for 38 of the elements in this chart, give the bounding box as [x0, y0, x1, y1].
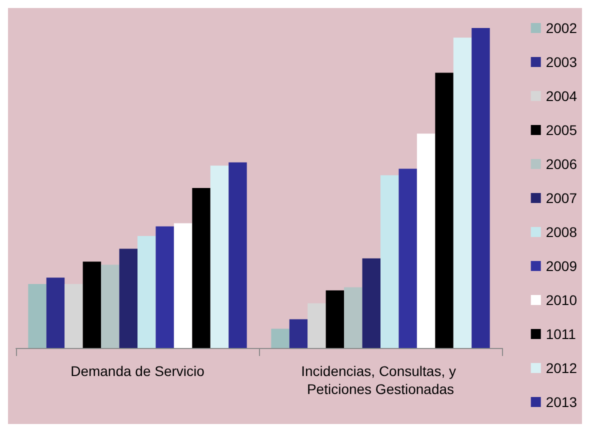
legend-label: 2010: [546, 292, 578, 308]
legend-label: 2006: [546, 156, 578, 172]
bar: [416, 134, 436, 348]
bar: [435, 72, 454, 348]
bar: [138, 236, 156, 348]
bar: [28, 284, 46, 348]
bar: [192, 188, 210, 348]
bar: [82, 262, 102, 348]
bar: [156, 226, 174, 348]
bar: [453, 38, 472, 348]
legend-label: 2007: [546, 190, 578, 206]
bar: [380, 175, 399, 348]
legend-label: 2002: [546, 20, 578, 36]
bar: [472, 28, 490, 348]
legend-label: 2009: [546, 258, 578, 274]
legend-label: 2004: [546, 88, 578, 104]
bar: [119, 248, 138, 348]
x-tick-label: Demanda de Servicio: [70, 363, 205, 379]
legend-label: 2013: [546, 394, 578, 410]
legend-label: 2008: [546, 224, 578, 240]
legend-label: 2003: [546, 54, 578, 70]
bar: [398, 168, 417, 348]
legend-label: 2012: [546, 360, 578, 376]
bar: [271, 328, 290, 348]
x-tick-label: Incidencias, Consultas, y Peticiones Gestionadas: [301, 363, 460, 397]
bar: [174, 223, 192, 348]
legend-label: 1011: [546, 326, 576, 342]
bar: [289, 319, 308, 348]
bar: [210, 166, 229, 348]
bar: [46, 278, 65, 348]
bar: [101, 264, 120, 348]
legend-label: 2005: [546, 122, 578, 138]
bar: [308, 303, 326, 348]
bar: [64, 284, 83, 348]
bar: [362, 258, 380, 348]
bar: [228, 162, 247, 348]
bar: [326, 290, 344, 348]
bar: [344, 287, 362, 348]
